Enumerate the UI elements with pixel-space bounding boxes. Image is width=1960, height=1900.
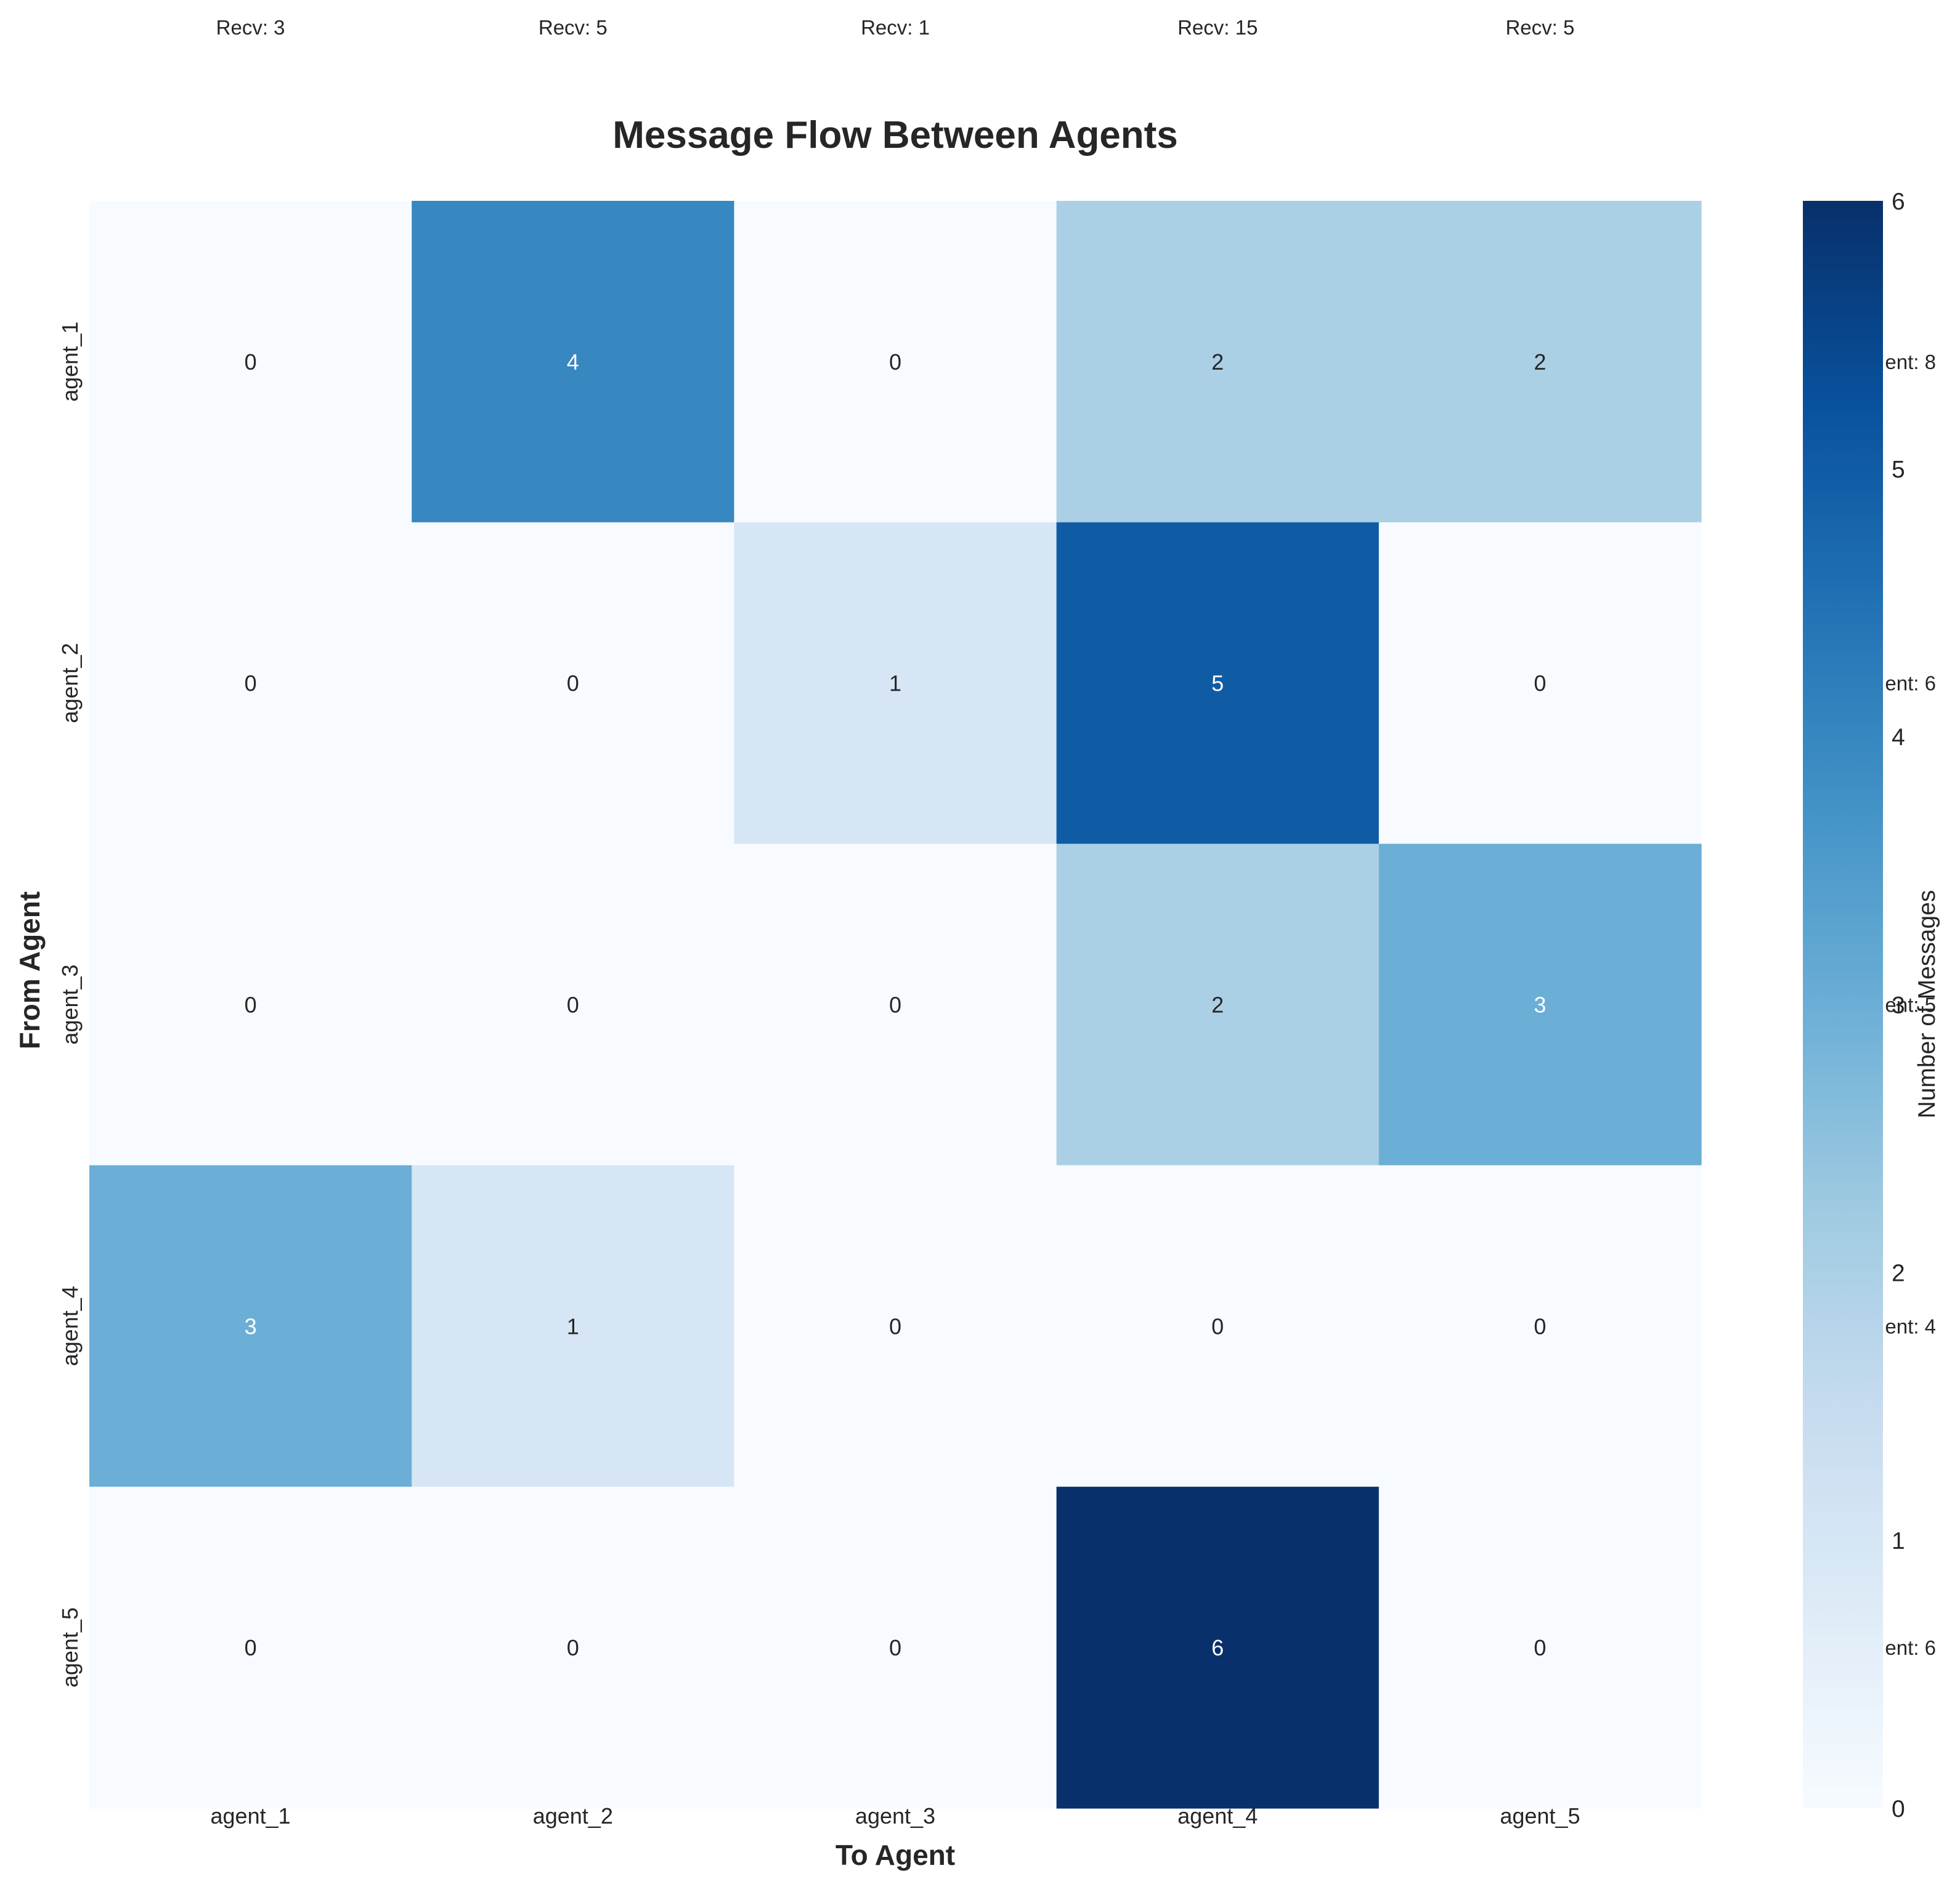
cell-value-label: 0: [889, 1635, 901, 1660]
cell-value-label: 6: [1211, 1635, 1224, 1660]
cell-value-label: 0: [245, 349, 257, 375]
heatmap-cell-agent_1-agent_5: [1378, 201, 1702, 523]
row-total-label: ent: 6: [1885, 1636, 1936, 1659]
heatmap-cell-agent_1-agent_2: [412, 201, 734, 523]
y-tick-label: agent_3: [57, 964, 83, 1044]
heatmap-cell-agent_5-agent_5: [1378, 1487, 1702, 1809]
x-tick-label: agent_4: [1177, 1803, 1258, 1829]
cell-value-label: 0: [1211, 1313, 1224, 1339]
x-tick-label: agent_2: [533, 1803, 613, 1829]
colorbar-ticks: 0 1 2 3 4 5 6: [1892, 189, 1905, 1822]
y-tick-label: agent_2: [57, 643, 83, 723]
heatmap-cell-agent_2-agent_5: [1378, 522, 1702, 845]
heatmap-cell-agent_2-agent_1: [89, 522, 412, 845]
x-axis-label: To Agent: [836, 1839, 955, 1871]
heatmap-cell-agent_1-agent_1: [89, 201, 412, 523]
colorbar-gradient: [1803, 201, 1883, 1808]
y-tick-label: agent_4: [57, 1286, 83, 1366]
heatmap-cell-agent_2-agent_2: [412, 522, 734, 845]
y-tick-labels: agent_1 agent_2 agent_3 agent_4 agent_5: [57, 322, 83, 1687]
heatmap-cell-agent_3-agent_2: [412, 843, 734, 1166]
column-total-label: Recv: 3: [216, 16, 285, 39]
cell-value-label: 0: [245, 1635, 257, 1660]
cell-value-label: 1: [567, 1313, 579, 1339]
heatmap-cells: [89, 201, 1702, 1809]
cell-value-labels: 0 4 0 2 2 0 0 1 5 0 0 0 0 2 3 3 1 0 0 0 0 0 0 6 0: [245, 349, 1547, 1660]
column-total-label: Recv: 5: [1505, 16, 1574, 39]
heatmap-cell-agent_4-agent_3: [734, 1165, 1057, 1487]
colorbar-tick-label: 6: [1892, 189, 1905, 215]
cell-value-label: 2: [1534, 349, 1546, 375]
cell-value-label: 0: [889, 349, 901, 375]
cell-value-label: 0: [567, 993, 579, 1018]
heatmap-cell-agent_1-agent_3: [734, 201, 1057, 523]
cell-value-label: 3: [1534, 993, 1546, 1018]
y-tick-label: agent_5: [57, 1607, 83, 1687]
row-total-label: ent: 6: [1885, 672, 1936, 695]
cell-value-label: 0: [1534, 671, 1546, 696]
heatmap-cell-agent_5-agent_2: [412, 1487, 734, 1809]
y-axis-label: From Agent: [14, 891, 46, 1049]
colorbar-tick-label: 3: [1892, 993, 1905, 1019]
colorbar-tick-label: 1: [1892, 1528, 1905, 1554]
column-total-labels: Recv: 3 Recv: 5 Recv: 1 Recv: 15 Recv: 5: [216, 16, 1575, 39]
heatmap-cell-agent_3-agent_3: [734, 843, 1057, 1166]
row-total-label: ent: 5: [1885, 994, 1936, 1017]
heatmap-cell-agent_2-agent_4: [1056, 522, 1380, 845]
heatmap-cell-agent_4-agent_4: [1056, 1165, 1380, 1487]
colorbar-tick-label: 0: [1892, 1796, 1905, 1822]
cell-value-label: 0: [567, 671, 579, 696]
heatmap-cell-agent_4-agent_1: [89, 1165, 412, 1487]
cell-value-label: 0: [889, 993, 901, 1018]
heatmap-cell-agent_5-agent_3: [734, 1487, 1057, 1809]
cell-value-label: 1: [889, 671, 901, 696]
row-total-label: ent: 8: [1885, 351, 1936, 373]
colorbar-tick-label: 4: [1892, 725, 1905, 751]
cell-value-label: 0: [245, 671, 257, 696]
column-total-label: Recv: 15: [1177, 16, 1258, 39]
heatmap-cell-agent_4-agent_5: [1378, 1165, 1702, 1487]
heatmap-cell-agent_3-agent_1: [89, 843, 412, 1166]
cell-value-label: 0: [889, 1313, 901, 1339]
y-tick-label: agent_1: [57, 322, 83, 402]
heatmap-cell-agent_2-agent_3: [734, 522, 1057, 845]
row-total-label: ent: 4: [1885, 1315, 1936, 1338]
cell-value-label: 0: [567, 1635, 579, 1660]
cell-value-label: 2: [1211, 993, 1224, 1018]
column-total-label: Recv: 5: [539, 16, 608, 39]
cell-value-label: 0: [1534, 1635, 1546, 1660]
heatmap-cell-agent_5-agent_1: [89, 1487, 412, 1809]
x-tick-label: agent_5: [1500, 1803, 1580, 1829]
row-total-labels: ent: 8 ent: 6 ent: 5 ent: 4 ent: 6: [1885, 351, 1936, 1659]
cell-value-label: 0: [245, 993, 257, 1018]
colorbar-label: Number of Messages: [1914, 890, 1940, 1119]
cell-value-label: 4: [567, 349, 579, 375]
cell-value-label: 0: [1534, 1313, 1546, 1339]
x-tick-labels: agent_1 agent_2 agent_3 agent_4 agent_5: [211, 1803, 1580, 1829]
heatmap-cell-agent_3-agent_5: [1378, 843, 1702, 1166]
heatmap-cell-agent_3-agent_4: [1056, 843, 1380, 1166]
x-tick-label: agent_1: [211, 1803, 291, 1829]
colorbar: ent: 8 ent: 6 ent: 5 ent: 4 ent: 6 0 1 2 3 4 5 6 N…: [1803, 189, 1940, 1822]
x-tick-label: agent_3: [855, 1803, 935, 1829]
heatmap-cell-agent_1-agent_4: [1056, 201, 1380, 523]
colorbar-tick-label: 2: [1892, 1260, 1905, 1286]
heatmap-cell-agent_5-agent_4: [1056, 1487, 1380, 1809]
cell-value-label: 3: [245, 1313, 257, 1339]
chart-title: Message Flow Between Agents: [612, 114, 1178, 156]
heatmap-cell-agent_4-agent_2: [412, 1165, 734, 1487]
colorbar-tick-label: 5: [1892, 457, 1905, 483]
cell-value-label: 5: [1211, 671, 1224, 696]
column-total-label: Recv: 1: [861, 16, 930, 39]
cell-value-label: 2: [1211, 349, 1224, 375]
